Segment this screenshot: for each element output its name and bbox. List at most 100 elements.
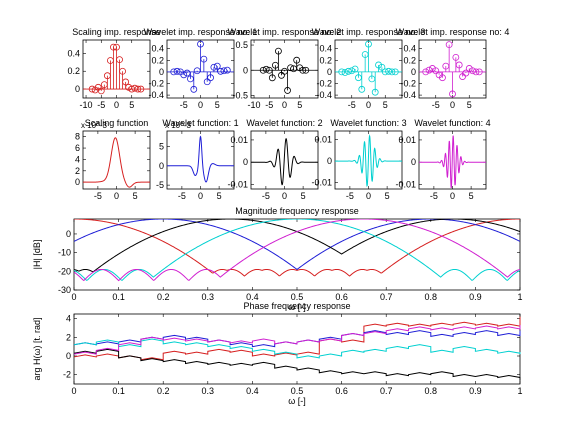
subplot-title: Wavelet imp. response no: 3 [312,27,426,37]
y-tick-label: -0.4 [316,90,332,100]
x-tick-label: 5 [133,191,138,201]
subplot-4 [334,39,403,99]
stem-marker [173,67,181,75]
stem-marker [462,69,470,77]
x-tick-label: -5 [178,191,186,201]
subplot-6 [82,130,151,190]
x-tick-label: 0.7 [380,386,393,396]
y-tick-label: -0.4 [148,90,164,100]
x-tick-label: 5 [467,100,472,110]
y-tick-label: -20 [58,266,71,276]
stem-marker [391,68,399,76]
y-tick-label: 0 [66,229,71,239]
y-tick-label: 0.2 [319,55,332,65]
stem-marker [180,71,188,79]
y-tick-label: 0.2 [151,55,164,65]
x-tick-label: 0.3 [202,292,215,302]
y-tick-label: -30 [58,285,71,295]
y-axis-label: |H| [dB] [32,240,42,270]
x-tick-label: 5 [297,100,302,110]
subplot-title: Wavelet imp. response no: 4 [396,27,510,37]
y-tick-label: 4 [75,154,80,164]
phase-series-1 [73,316,521,361]
x-tick-label: 0.7 [380,292,393,302]
x-tick-label: 0 [366,100,371,110]
y-tick-label: 0.4 [151,44,164,54]
subplot-7 [166,130,235,190]
axes-frame [166,130,235,190]
x-tick-label: -5 [97,100,105,110]
stem-marker [275,47,282,55]
stem-marker [449,90,456,98]
x-tick-label: 0.2 [157,292,170,302]
y-tick-label: 6 [75,143,80,153]
stem-marker [455,61,463,69]
stem-marker [116,56,123,64]
x-tick-label: 0 [114,191,119,201]
x-tick-label: 0 [71,292,76,302]
y-tick-label: 8 [75,132,80,142]
y-tick-label: -5 [156,180,164,190]
x-tick-label: -10 [248,100,261,110]
stem-marker [385,67,393,75]
subplot-title: Wavelet function: 4 [414,118,490,128]
x-tick-label: -5 [94,191,102,201]
y-tick-label: 0 [243,65,248,75]
x-tick-label: 0.8 [425,386,438,396]
x-tick-label: 0 [282,100,287,110]
stem-marker [365,40,372,48]
x-tick-label: 0 [71,386,76,396]
x-tick-label: 0 [282,191,287,201]
subplot-2 [166,39,235,99]
stem-marker [113,43,120,51]
x-axis-label: ω [-] [288,302,306,312]
subplot-10 [418,130,487,190]
x-tick-label: -5 [432,100,440,110]
stem-marker [432,67,440,75]
phase-series-5 [73,325,521,355]
x-tick-label: 1 [517,292,522,302]
phase-series-3 [73,348,521,381]
x-tick-label: 5 [301,191,306,201]
stem-marker [371,88,379,96]
y-tick-label: 0 [411,67,416,77]
y-tick-label: 2 [75,166,80,176]
x-tick-label: 0.3 [202,386,215,396]
function-line [167,135,234,183]
stem-marker [388,68,396,76]
subplot-9 [334,130,403,190]
x-tick-label: 0 [366,191,371,201]
x-tick-label: 0.1 [112,292,125,302]
stem-marker [97,87,105,95]
stem-marker [287,64,294,72]
y-tick-label: 0.4 [403,44,416,54]
stem-marker [197,40,204,48]
x-tick-label: 0.2 [157,386,170,396]
y-tick-label: -0.4 [400,90,416,100]
y-tick-label: 0.4 [67,48,80,58]
stem-marker [207,74,214,82]
subplot-title: Wavelet function: 1 [162,118,238,128]
subplot-title: Scaling function [85,118,149,128]
x-tick-label: -5 [346,191,354,201]
subplot-title: Magnitude frequency response [235,206,359,216]
y-tick-label: 5 [159,141,164,151]
magnitude-series-5 [74,219,520,282]
stem-marker [465,65,473,72]
stem-marker [299,66,307,74]
y-axis-label: arg H(ω) [t. rad] [32,317,42,380]
x-tick-label: 0 [450,100,455,110]
x-axis-label: ω [-] [288,396,306,406]
x-tick-label: 0.4 [246,386,259,396]
stem-marker [268,74,276,82]
y-tick-label: 0.01 [398,135,416,145]
stem-marker [439,74,446,82]
x-tick-label: 0.9 [469,386,482,396]
x-tick-label: 0 [450,191,455,201]
x-tick-label: -5 [265,100,273,110]
stem-marker [137,85,145,93]
subplot-11 [73,218,521,291]
subplot-8 [250,130,319,190]
stem-marker [302,66,310,74]
